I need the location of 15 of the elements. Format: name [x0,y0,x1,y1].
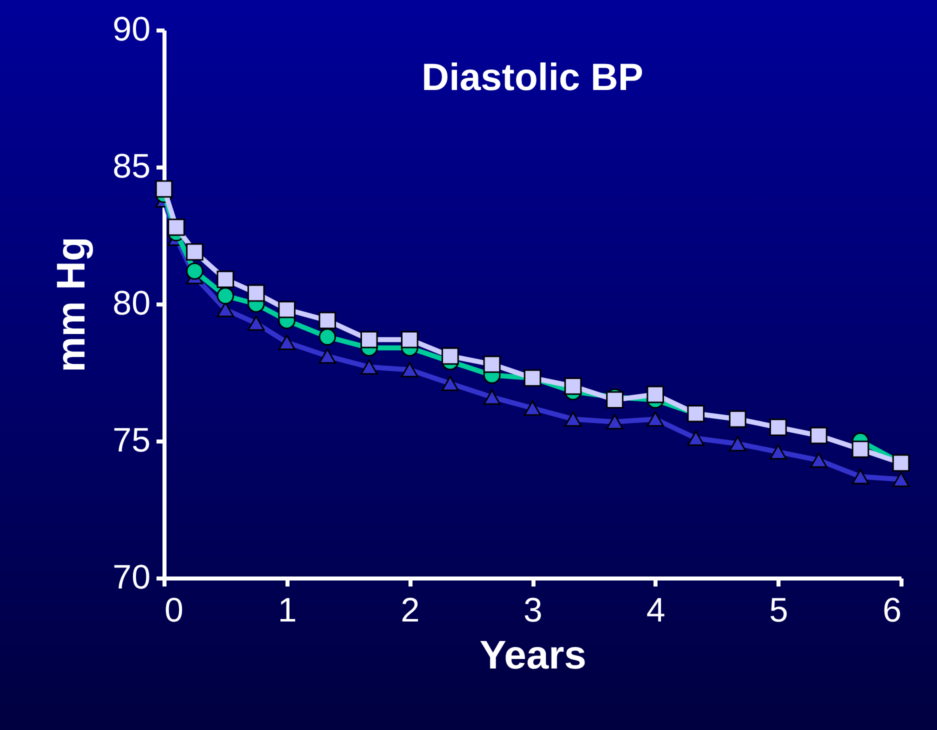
x-axis-title: Years [480,634,586,678]
y-axis-title: mm Hg [50,236,94,372]
x-tick-label: 0 [164,592,184,630]
x-tick-label: 6 [882,592,902,630]
x-tick-label: 4 [646,592,666,630]
y-tick-label: 90 [112,10,150,48]
y-tick-label: 85 [112,148,150,186]
y-tick-label: 70 [112,558,150,596]
x-tick-label: 2 [400,592,420,630]
text: Diastolic BP [422,57,644,99]
y-tick-label: 75 [112,422,150,460]
x-tick-label: 1 [278,592,297,630]
x-tick-label: 3 [524,592,542,630]
y-tick-label: 80 [112,284,150,322]
x-tick-label: 5 [769,592,788,630]
